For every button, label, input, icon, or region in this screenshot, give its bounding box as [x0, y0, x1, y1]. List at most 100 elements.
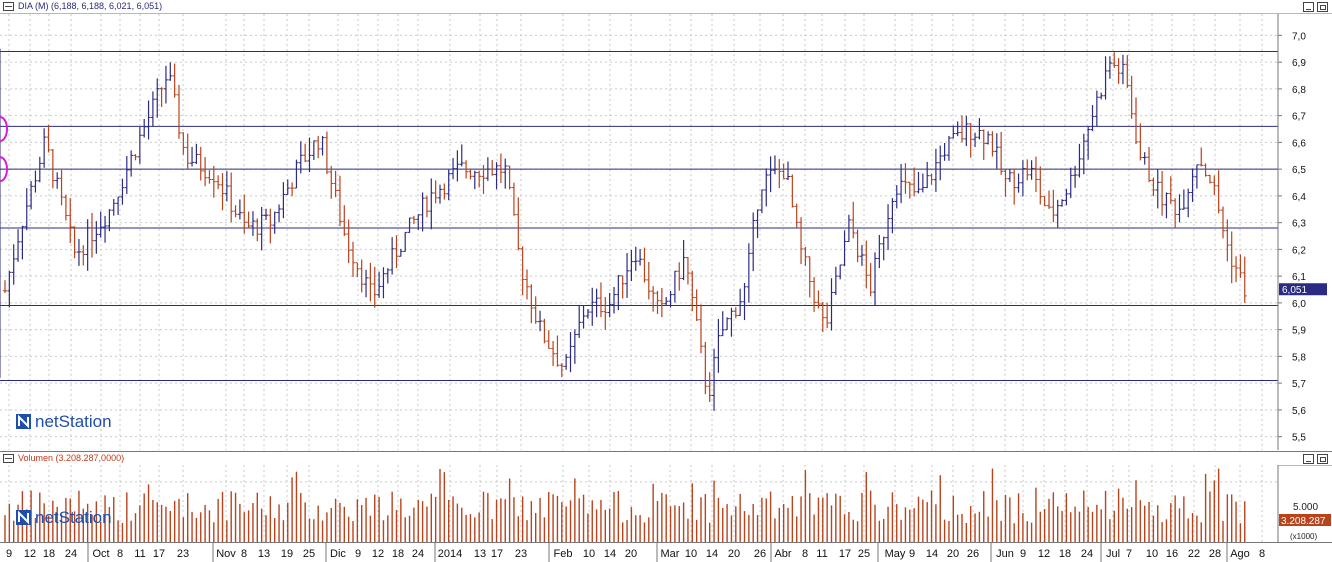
- price-bar: [559, 363, 564, 378]
- price-bar: [759, 189, 764, 214]
- price-bar: [916, 171, 921, 194]
- price-bar: [655, 290, 660, 314]
- price-bar: [564, 354, 569, 370]
- x-tick-label: 7: [1126, 548, 1132, 560]
- price-bar: [368, 262, 373, 302]
- price-bar: [224, 171, 229, 202]
- price-bar: [685, 257, 690, 285]
- x-tick-label: Jun: [996, 548, 1014, 560]
- price-bar: [520, 246, 525, 296]
- x-tick-label: 19: [281, 548, 293, 560]
- x-tick-label: 22: [1188, 548, 1200, 560]
- price-bar: [155, 78, 160, 118]
- price-bar: [185, 133, 190, 169]
- x-tick-label: 9: [1020, 548, 1026, 560]
- price-bar: [820, 302, 825, 333]
- y-tick-label: 5,5: [1292, 433, 1306, 444]
- price-bar: [1142, 152, 1147, 165]
- price-chart[interactable]: 7,0 6,9 6,8 6,7 6,6 6,5 6,4 6,3 6,2 6,1 6,0 5,9 5,8 5…: [0, 14, 1332, 450]
- maximize-icon[interactable]: [1317, 454, 1328, 464]
- price-bar: [859, 245, 864, 266]
- x-tick-label: 12: [24, 548, 36, 560]
- price-bar: [55, 172, 60, 189]
- x-tick-label: 14: [604, 548, 616, 560]
- x-tick-label: 25: [303, 548, 315, 560]
- price-bar: [211, 165, 216, 198]
- price-bar: [429, 178, 434, 230]
- price-bar: [994, 133, 999, 169]
- price-bar: [716, 319, 721, 373]
- price-bar: [29, 181, 34, 210]
- panel-menu-icon[interactable]: [3, 454, 14, 463]
- price-bar: [272, 211, 277, 234]
- price-bar: [264, 208, 268, 220]
- x-tick-label: 14: [706, 548, 718, 560]
- price-bar: [977, 118, 982, 140]
- price-bar: [960, 115, 964, 143]
- price-bar: [455, 150, 460, 182]
- price-bar: [498, 153, 503, 184]
- price-bar: [1225, 219, 1230, 262]
- price-bar: [742, 282, 747, 321]
- price-bar: [3, 280, 7, 294]
- price-bar: [1068, 167, 1073, 199]
- price-bar: [738, 288, 743, 316]
- price-bar: [1160, 171, 1165, 216]
- y-tick-label: 6,0: [1292, 299, 1306, 310]
- price-bar: [1086, 126, 1091, 160]
- price-bar: [90, 212, 94, 258]
- price-bar: [873, 252, 877, 306]
- y-tick-label: 6,5: [1292, 165, 1306, 176]
- price-bar: [103, 215, 108, 243]
- price-bar: [625, 253, 630, 298]
- price-bar: [503, 158, 508, 189]
- x-tick-label: 23: [177, 548, 189, 560]
- y-tick-label: 6,2: [1292, 245, 1306, 256]
- price-bar: [668, 290, 673, 308]
- minimize-icon[interactable]: [1303, 2, 1314, 12]
- x-tick-label: 11: [816, 548, 827, 560]
- x-tick-label: 12: [372, 548, 384, 560]
- price-bar: [1134, 97, 1138, 145]
- x-tick-label: 13: [258, 548, 270, 560]
- price-bar: [494, 162, 499, 190]
- price-bar: [603, 297, 608, 330]
- y-tick-label: 6,9: [1292, 58, 1306, 69]
- highlight-circle[interactable]: [0, 156, 8, 183]
- price-bar: [973, 132, 978, 148]
- price-bar: [816, 290, 821, 309]
- price-bar: [46, 124, 51, 153]
- x-tick-label: 10: [583, 548, 595, 560]
- price-bar: [929, 173, 934, 185]
- x-tick-label: 12: [1038, 548, 1050, 560]
- price-bar: [533, 296, 538, 324]
- price-bar: [142, 118, 147, 138]
- price-bar: [20, 225, 25, 260]
- price-bar: [868, 263, 873, 297]
- price-bar: [268, 208, 273, 244]
- price-bar: [1181, 189, 1186, 210]
- price-bar: [416, 214, 421, 230]
- y-tick-label: 6,1: [1292, 272, 1306, 283]
- volume-panel-title: Volumen (3.208.287,0000): [18, 453, 125, 463]
- y-tick-label: 5,9: [1292, 326, 1306, 337]
- price-bar: [772, 155, 777, 175]
- x-tick-label: Nov: [216, 548, 236, 560]
- price-bar: [342, 205, 347, 237]
- panel-menu-icon[interactable]: [3, 2, 14, 11]
- price-bar: [285, 179, 290, 196]
- minimize-icon[interactable]: [1303, 454, 1314, 464]
- price-bar: [546, 330, 551, 350]
- price-bar: [68, 198, 73, 244]
- price-bar: [159, 87, 164, 108]
- price-bar: [398, 248, 403, 257]
- price-bar: [594, 288, 599, 318]
- price-bar: [1151, 177, 1156, 197]
- x-tick-label: 9: [6, 548, 12, 560]
- volume-tick-label: 5.000: [1293, 502, 1318, 513]
- volume-chart[interactable]: 5.000 3.208.287 (x1000) netStation: [0, 465, 1332, 542]
- highlight-circle[interactable]: [0, 116, 8, 143]
- x-tick-label: 9: [909, 548, 915, 560]
- maximize-icon[interactable]: [1317, 2, 1328, 12]
- last-price-label: 6,051: [1282, 285, 1307, 296]
